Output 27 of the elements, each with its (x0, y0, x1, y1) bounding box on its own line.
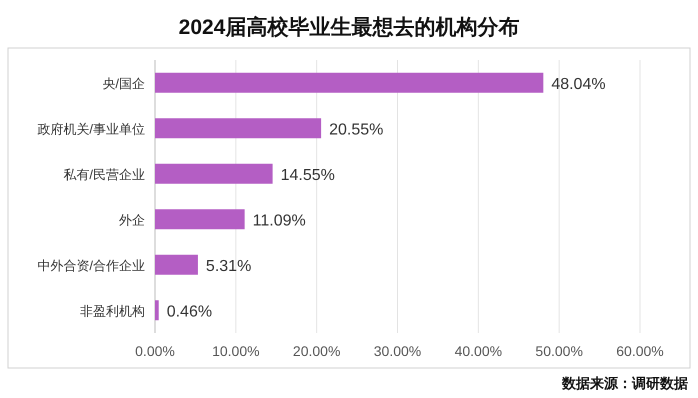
y-tick-label: 私有/民营企业 (63, 166, 145, 182)
x-tick-label: 30.00% (374, 343, 422, 359)
data-label: 48.04% (551, 76, 606, 93)
bar (155, 300, 159, 320)
data-label: 0.46% (166, 303, 212, 320)
bar (155, 164, 273, 184)
x-tick-label: 0.00% (135, 343, 175, 359)
x-tick-label: 40.00% (454, 343, 502, 359)
bar (155, 72, 544, 93)
data-label: 5.31% (206, 258, 252, 275)
data-label: 14.55% (280, 166, 335, 184)
y-tick-label: 中外合资/合作企业 (37, 258, 145, 273)
bar (155, 118, 322, 138)
source-note: 数据来源：调研数据 (561, 375, 688, 391)
bar (155, 209, 245, 230)
x-tick-label: 10.00% (212, 343, 260, 359)
y-tick-label: 外企 (119, 212, 145, 228)
y-tick-label: 央/国企 (102, 76, 145, 91)
bar (155, 254, 198, 275)
x-tick-label: 60.00% (616, 343, 664, 359)
x-tick-label: 50.00% (535, 343, 583, 359)
y-tick-label: 政府机关/事业单位 (37, 121, 145, 136)
data-label: 11.09% (252, 212, 306, 230)
x-tick-label: 20.00% (292, 343, 340, 359)
data-label: 20.55% (329, 121, 384, 138)
chart-title: 2024届高校毕业生最想去的机构分布 (178, 15, 520, 39)
y-tick-label: 非盈利机构 (80, 303, 145, 318)
